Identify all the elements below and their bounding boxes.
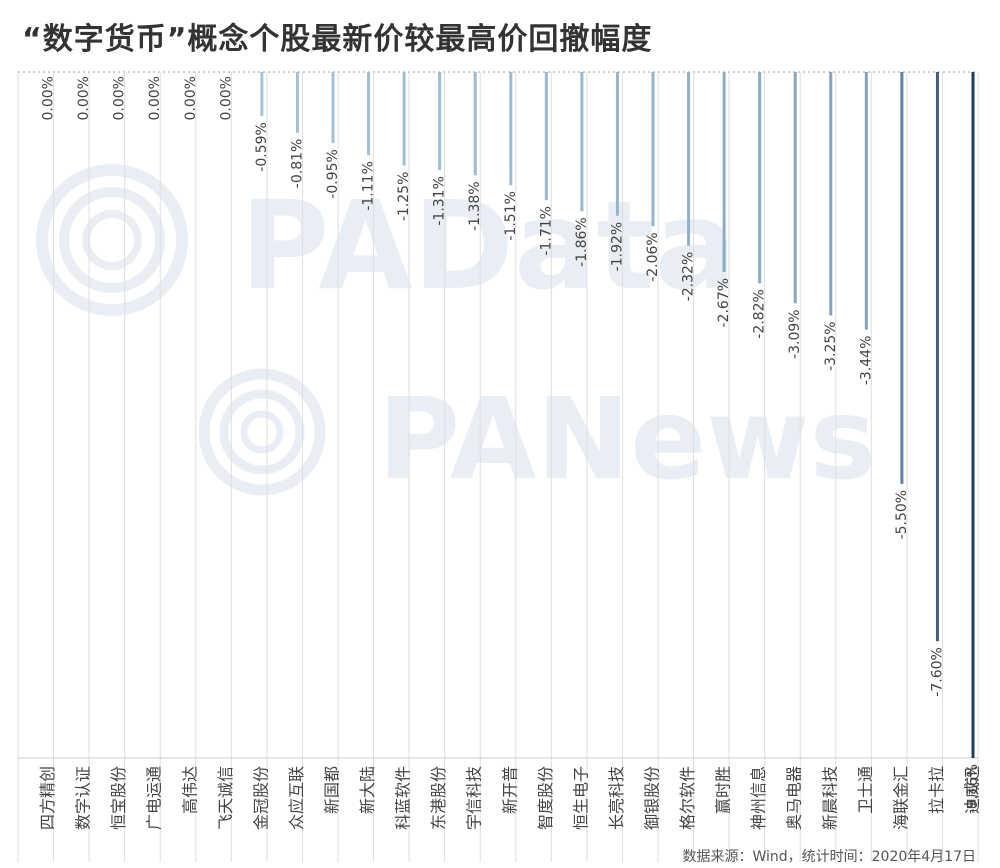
gridlines — [17, 71, 979, 862]
category-label: 四方精创 — [38, 766, 57, 830]
category-label: 高伟达 — [180, 766, 199, 814]
category-label: 飞天诚信 — [216, 766, 235, 830]
value-label: 0.00% — [183, 76, 199, 120]
value-labels: 0.00% 0.00% 0.00% 0.00% 0.00% 0.00% -0.59% -0.8… — [41, 76, 981, 814]
watermark-logo-icon — [36, 164, 188, 316]
category-label: 卫士通 — [856, 766, 875, 814]
value-label: -1.86% — [574, 217, 590, 267]
value-label: 0.00% — [41, 76, 57, 120]
category-label: 新晨科技 — [820, 766, 839, 830]
category-label: 东港股份 — [429, 766, 448, 830]
value-label: -5.50% — [894, 490, 910, 540]
category-label: 御银股份 — [643, 766, 662, 830]
value-label: -2.32% — [681, 252, 697, 302]
watermark-text-padata: PAData — [240, 175, 737, 317]
category-label: 数字认证 — [74, 766, 93, 830]
chart-title: “数字货币”概念个股最新价较最高价回撤幅度 — [22, 22, 653, 57]
watermark-text-panews: PANews — [378, 375, 876, 505]
value-label: 0.00% — [147, 76, 163, 120]
category-label: 科蓝软件 — [394, 766, 413, 830]
watermark-layer: PAData PANews — [36, 164, 876, 505]
category-labels: 四方精创 数字认证 恒宝股份 广电运通 高伟达 飞天诚信 金冠股份 众应互联 新国都 新大陆 科蓝软… — [38, 766, 981, 830]
category-label: 神州信息 — [749, 766, 768, 830]
value-label: -3.09% — [787, 309, 803, 359]
value-label: -1.11% — [361, 161, 377, 211]
footer-note: 数据来源：Wind，统计时间：2020年4月17日 — [682, 849, 976, 865]
category-label: 拉卡拉 — [927, 766, 946, 814]
value-label: -1.71% — [538, 206, 554, 256]
value-label: -0.59% — [254, 122, 270, 172]
category-label: 赢时胜 — [714, 766, 733, 814]
value-label: -1.92% — [609, 222, 625, 272]
value-label: -1.51% — [503, 191, 519, 241]
value-label: -7.60% — [929, 647, 945, 697]
category-label: 新大陆 — [358, 766, 377, 814]
category-label: 长亮科技 — [607, 766, 626, 830]
value-label: 0.00% — [112, 76, 128, 120]
value-label: -2.06% — [645, 232, 661, 282]
value-label: -1.31% — [432, 176, 448, 226]
category-label: 海联金汇 — [891, 766, 910, 830]
category-label: 广电运通 — [145, 766, 164, 830]
value-label: -1.25% — [396, 172, 412, 222]
value-label: -0.81% — [289, 139, 305, 189]
category-label: 智度股份 — [536, 766, 555, 830]
category-label: 恒生电子 — [571, 766, 590, 830]
value-label: -2.82% — [752, 289, 768, 339]
category-label: 金冠股份 — [251, 766, 270, 830]
value-label: -3.44% — [858, 336, 874, 386]
category-label: 宇信科技 — [465, 766, 484, 830]
bars — [260, 72, 975, 758]
category-label: 奥马电器 — [785, 766, 804, 830]
category-label: 迪威迅 — [963, 766, 982, 814]
value-label: -2.67% — [716, 278, 732, 328]
value-label: -9.16% — [965, 764, 981, 814]
value-label: -0.95% — [325, 149, 341, 199]
category-label: 恒宝股份 — [109, 766, 128, 830]
value-label: 0.00% — [218, 76, 234, 120]
category-label: 众应互联 — [287, 766, 306, 830]
category-label: 格尔软件 — [678, 766, 697, 830]
value-label: -3.25% — [823, 321, 839, 371]
value-label: 0.00% — [76, 76, 92, 120]
value-label: -1.38% — [467, 181, 483, 231]
category-label: 新国都 — [323, 766, 342, 814]
watermark-logo-icon — [198, 368, 326, 496]
category-label: 新开普 — [500, 766, 519, 814]
